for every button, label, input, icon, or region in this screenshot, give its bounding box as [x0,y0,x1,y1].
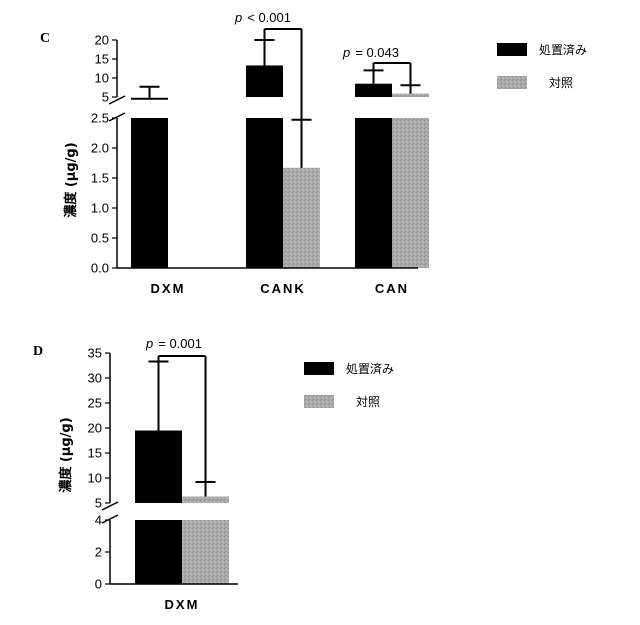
x-category-label: DXM [165,597,200,612]
x-category-label: CAN [375,281,409,296]
ylabel-text: 濃度 ( [63,181,79,217]
bar-対照-DXM-lower [182,520,229,584]
y-tick-label: 5 [102,90,109,105]
bar-処置済み-CANK [246,65,283,97]
y-tick-label: 0 [95,577,102,592]
bar-処置済み-CAN [355,84,392,97]
y-tick-label: 35 [88,346,102,361]
y-tick-label: 15 [95,52,109,67]
p-symbol: p [234,10,242,25]
ylabel-symbol: µ [64,171,79,181]
panel-label: D [33,344,43,359]
legend-swatch-control [304,395,334,408]
p-value-label: p = 0.043 [342,45,399,60]
y-tick-label: 5 [95,496,102,511]
p-value-text: < 0.001 [247,10,291,25]
bar-処置済み-DXM [131,98,168,100]
legend-swatch-control [497,76,527,89]
x-category-label: CANK [260,281,306,296]
ylabel-text: 濃度 ( [58,456,74,492]
p-value-text: = 0.001 [158,336,202,351]
y-tick-label: 0.0 [91,261,109,276]
legend-swatch-treated [497,43,527,56]
bar-処置済み-DXM-lower [131,118,168,268]
y-tick-label: 10 [88,471,102,486]
p-value-text: = 0.043 [355,45,399,60]
legend-label: 対照 [356,395,380,409]
x-category-label: DXM [151,281,186,296]
legend-label: 処置済み [346,361,394,376]
legend-label: 処置済み [539,42,587,57]
bar-処置済み-CAN-lower [355,118,392,268]
ylabel-unit: g/g) [59,417,74,446]
y-axis-label: 濃度 (µg/g) [58,417,74,492]
y-tick-label: 10 [95,71,109,86]
p-symbol: p [342,45,350,60]
bar-対照-CANK [283,168,320,268]
y-tick-label: 0.5 [91,231,109,246]
y-axis-label-text: 濃度 (µg/g) [63,142,79,217]
ylabel-unit: g/g) [64,142,79,171]
y-tick-label: 1.5 [91,171,109,186]
panel-label: C [40,31,50,46]
bar-対照-CAN-lower [392,118,429,268]
legend-label: 対照 [549,76,573,90]
y-tick-label: 4 [95,513,102,528]
y-tick-label: 2.0 [91,141,109,156]
y-tick-label: 20 [88,421,102,436]
y-tick-label: 15 [88,446,102,461]
y-tick-label: 2 [95,545,102,560]
p-value-label: p < 0.001 [234,10,291,25]
legend-swatch-treated [304,362,334,375]
ylabel-symbol: µ [59,446,74,456]
y-tick-label: 20 [95,33,109,48]
bar-処置済み-DXM [135,431,182,504]
p-symbol: p [145,336,153,351]
bar-処置済み-DXM-lower [135,520,182,584]
p-value-label: p = 0.001 [145,336,202,351]
y-axis-label: 濃度 (µg/g) [63,142,79,217]
bar-処置済み-CANK-lower [246,118,283,268]
y-axis-label-text: 濃度 (µg/g) [58,417,74,492]
y-tick-label: 30 [88,371,102,386]
bar-対照-CAN [392,94,429,97]
y-tick-label: 25 [88,396,102,411]
bar-対照-DXM [182,497,229,504]
y-tick-label: 2.5 [91,111,109,126]
y-tick-label: 1.0 [91,201,109,216]
